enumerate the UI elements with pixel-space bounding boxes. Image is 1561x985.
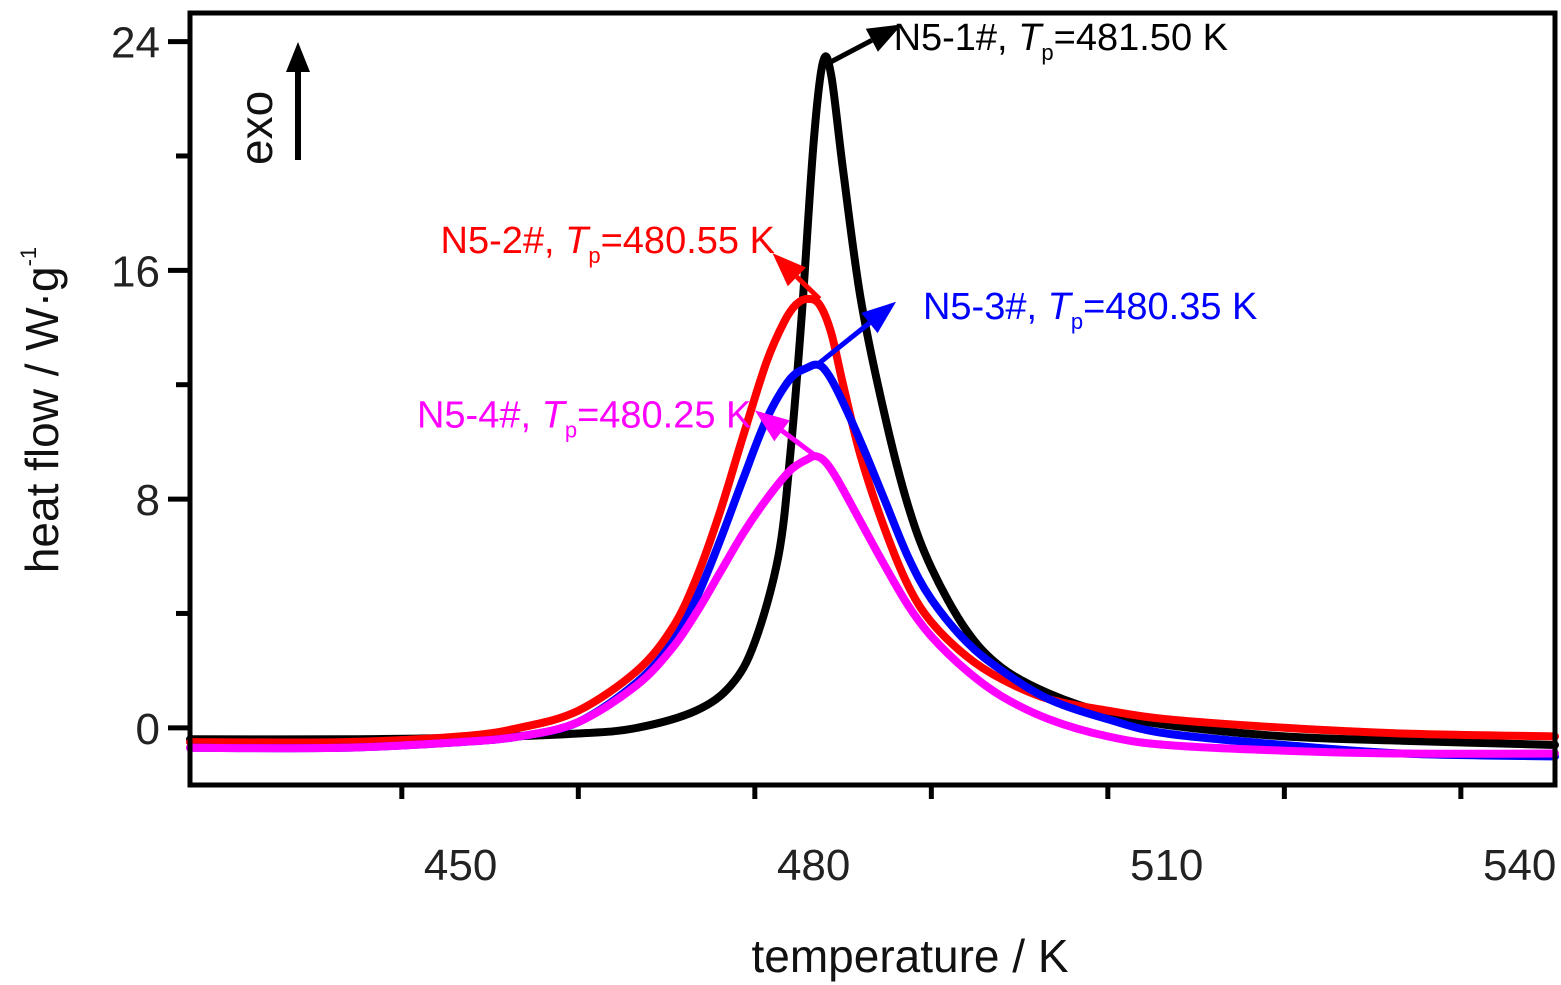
annotation-value: =481.50 K bbox=[1054, 17, 1228, 59]
annotation-sample: N5-3#, bbox=[923, 286, 1048, 328]
annotation-sub: p bbox=[565, 418, 577, 443]
annotation-value: =480.35 K bbox=[1083, 286, 1257, 328]
x-tick-label: 510 bbox=[1130, 841, 1203, 890]
annotation-t: T bbox=[1048, 286, 1074, 328]
series-line-2 bbox=[186, 294, 1559, 747]
exo-label: exo bbox=[230, 91, 282, 165]
y-axis-label-group: heat flow / W·g-1 bbox=[16, 247, 68, 573]
y-tick-label: 8 bbox=[136, 476, 160, 525]
exo-indicator: exo bbox=[230, 42, 310, 165]
annotation-arrowhead-icon bbox=[754, 410, 790, 442]
annotation-t: T bbox=[1018, 17, 1044, 59]
annotation-arrow-line-2 bbox=[795, 275, 822, 301]
annotation-arrow-line-4 bbox=[780, 428, 818, 459]
annotation-label-4: N5-4#, Tp=480.25 K bbox=[417, 395, 751, 443]
series-line-4 bbox=[186, 452, 1559, 758]
y-tick-label: 16 bbox=[111, 247, 160, 296]
annotation-sub: p bbox=[588, 243, 600, 268]
annotation-sample: N5-1#, bbox=[894, 17, 1019, 59]
y-tick-label: 0 bbox=[136, 705, 160, 754]
series-line-1 bbox=[186, 52, 1559, 749]
tick-labels: 450 480 510 540 0 8 16 24 bbox=[111, 19, 1556, 890]
y-axis-label: heat flow / W·g bbox=[16, 266, 68, 573]
annotation-value: =480.25 K bbox=[577, 395, 751, 437]
annotation-arrowhead-icon bbox=[772, 253, 806, 287]
annotation-value: =480.55 K bbox=[601, 220, 775, 262]
annotation-arrow-line-3 bbox=[815, 321, 872, 367]
annotations-layer: N5-1#, Tp=481.50 KN5-2#, Tp=480.55 KN5-3… bbox=[417, 17, 1257, 459]
annotation-sub: p bbox=[1071, 309, 1083, 334]
annotation-sub: p bbox=[1041, 40, 1053, 65]
y-tick-label: 24 bbox=[111, 19, 160, 68]
series-layer bbox=[186, 52, 1559, 761]
annotation-label-1: N5-1#, Tp=481.50 K bbox=[894, 17, 1228, 65]
annotation-arrow-line-1 bbox=[830, 38, 873, 64]
series-line-3 bbox=[186, 360, 1559, 761]
x-tick-label: 450 bbox=[424, 841, 497, 890]
x-tick-label: 480 bbox=[777, 841, 850, 890]
annotation-arrowhead-icon bbox=[861, 301, 897, 334]
annotation-sample: N5-2#, bbox=[441, 220, 566, 262]
annotation-label-2: N5-2#, Tp=480.55 K bbox=[441, 220, 775, 268]
tick-marks bbox=[168, 39, 1464, 799]
y-axis-label-superscript: -1 bbox=[16, 247, 41, 267]
annotation-arrowhead-icon bbox=[865, 24, 902, 52]
plot-frame bbox=[187, 10, 1558, 788]
annotation-sample: N5-4#, bbox=[417, 395, 542, 437]
annotation-t: T bbox=[542, 395, 568, 437]
exo-arrowhead-icon bbox=[286, 42, 310, 72]
x-axis-label: temperature / K bbox=[751, 930, 1068, 982]
svg-text:heat flow / W·g-1: heat flow / W·g-1 bbox=[16, 247, 68, 573]
annotation-t: T bbox=[565, 220, 591, 262]
annotation-label-3: N5-3#, Tp=480.35 K bbox=[923, 286, 1257, 334]
x-tick-label: 540 bbox=[1483, 841, 1556, 890]
